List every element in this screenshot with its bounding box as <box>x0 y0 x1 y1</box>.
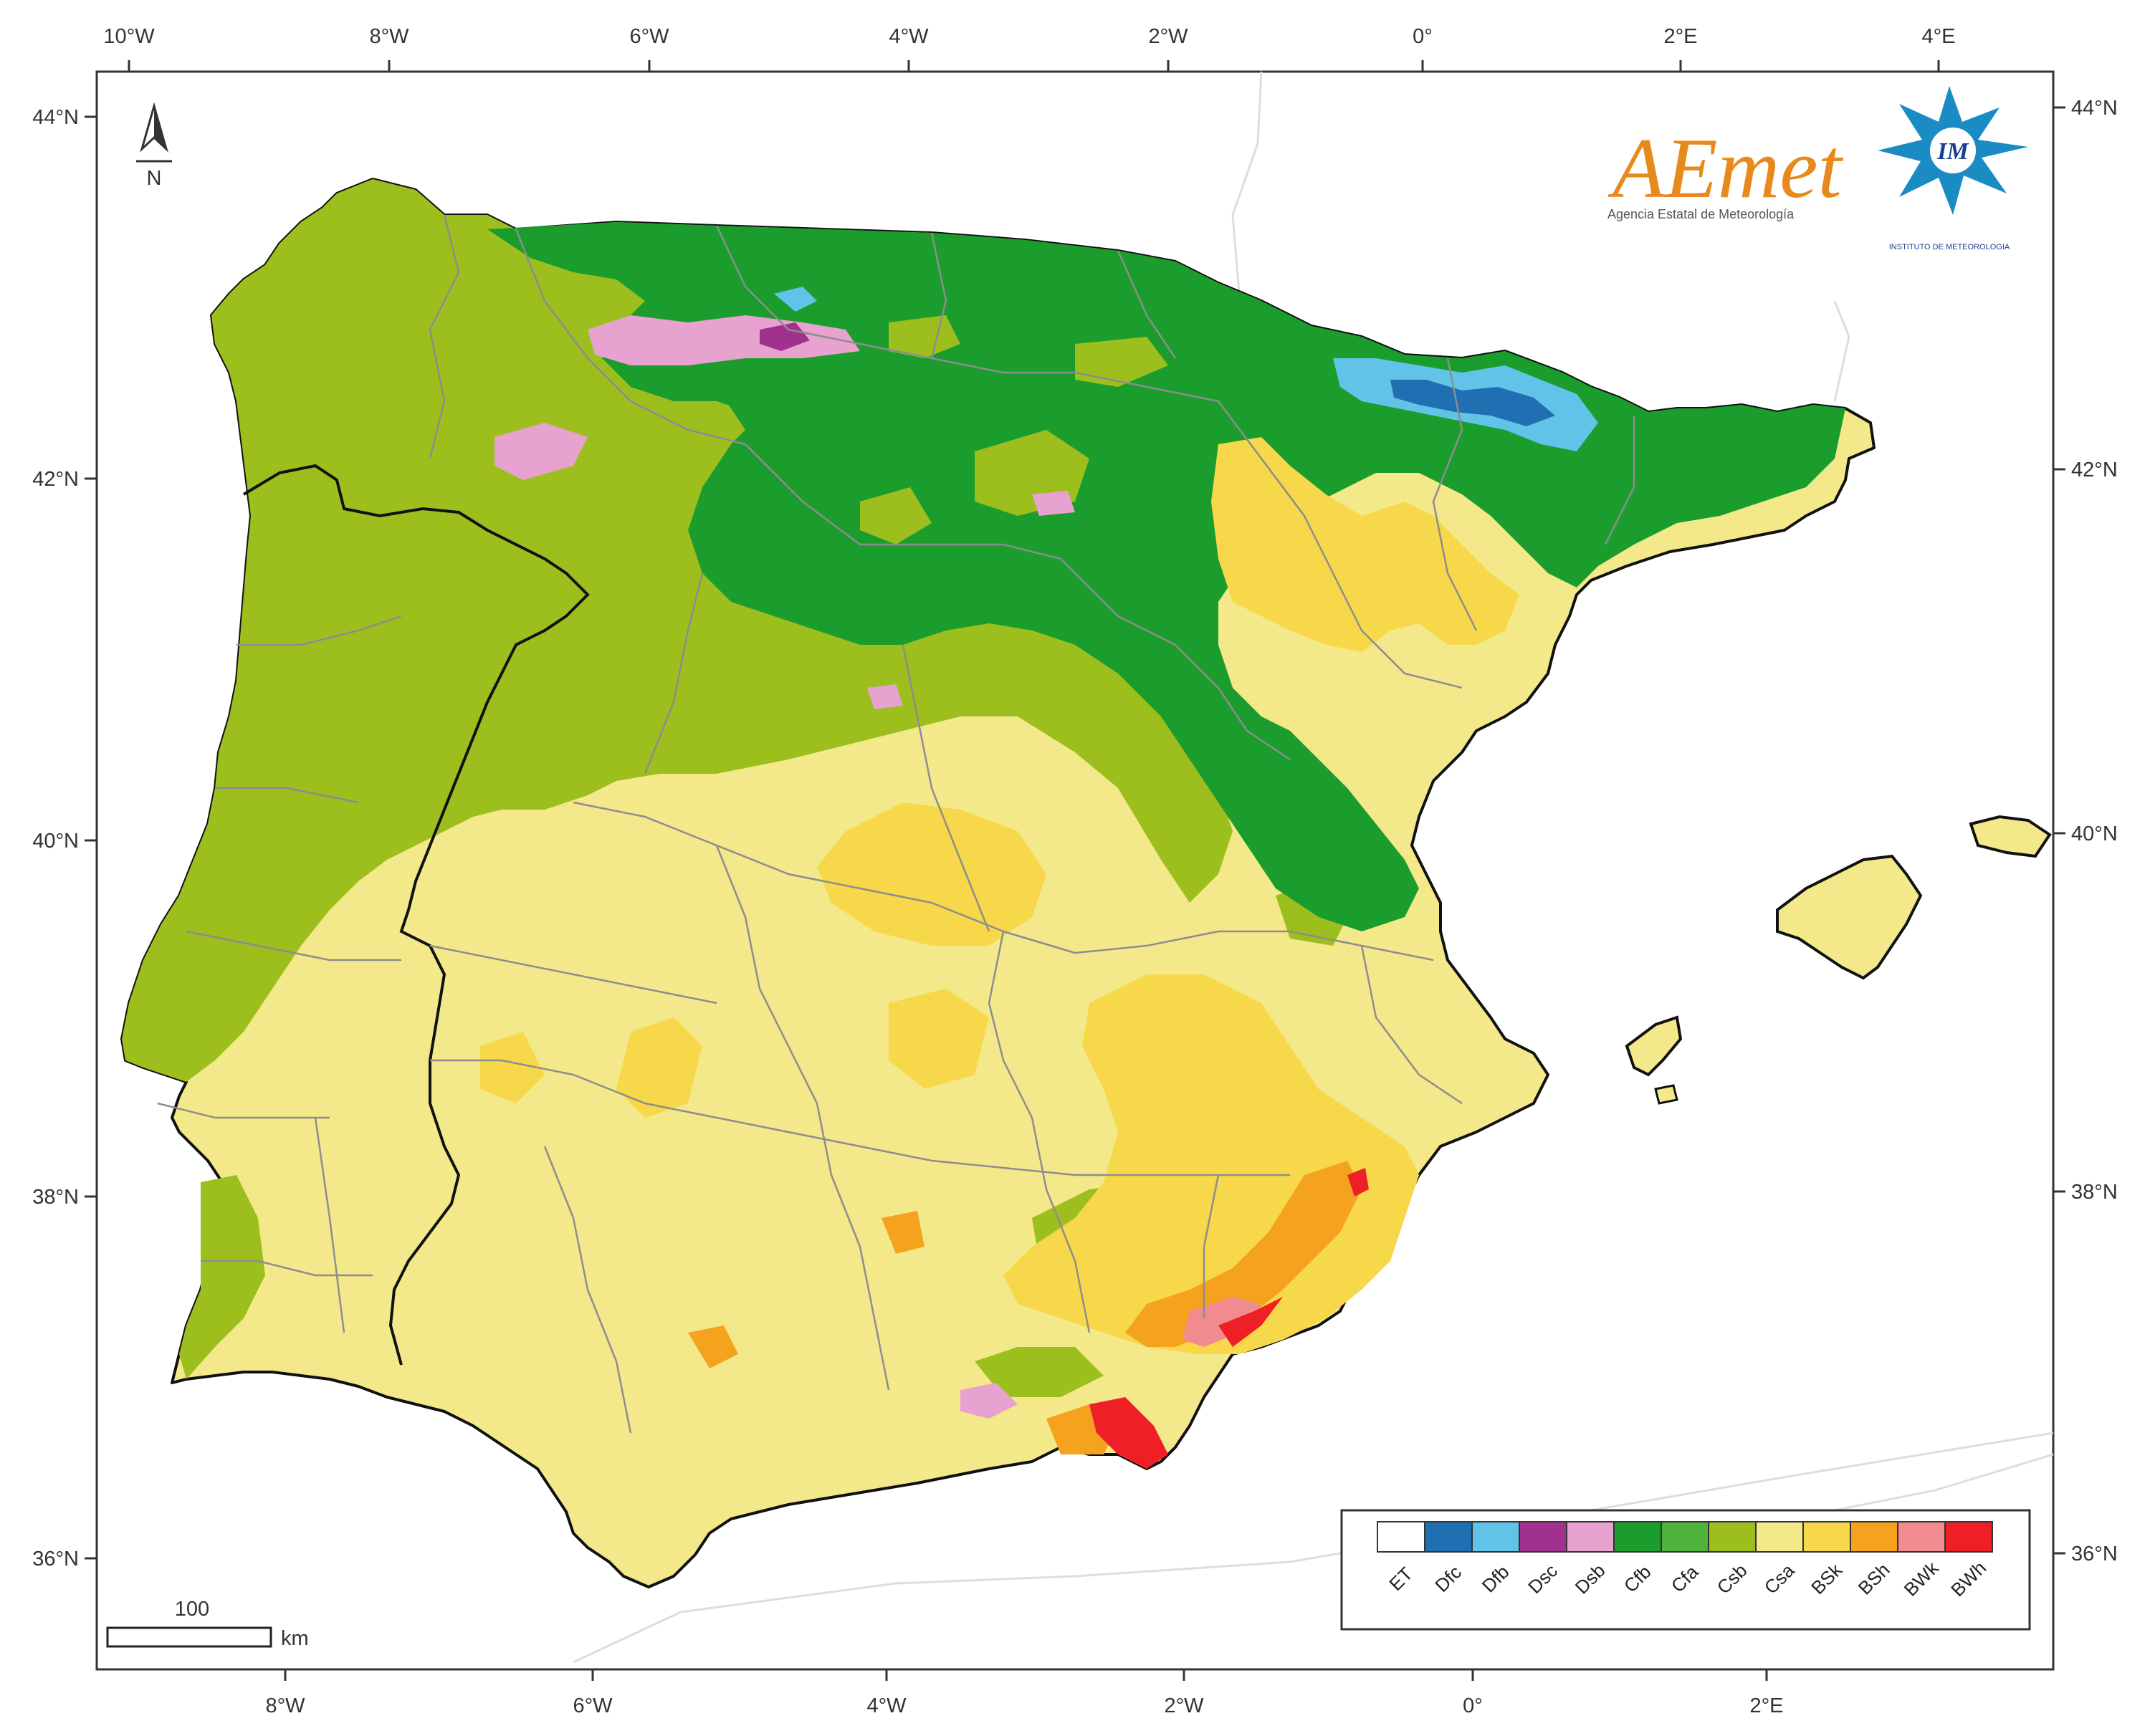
tick-label: 36°N <box>2071 1543 2118 1565</box>
climate-region-cfb <box>717 373 874 459</box>
legend-swatch-dsb <box>1566 1521 1615 1553</box>
scale-bar: 100 km <box>106 1598 309 1650</box>
legend-swatch-cfb <box>1613 1521 1662 1553</box>
right-tick-labels: 44°N 42°N 40°N 38°N 36°N <box>2071 97 2118 1565</box>
climate-region-dfc <box>1390 380 1555 426</box>
tick-label: 44°N <box>2071 97 2118 120</box>
legend-swatch-dfc <box>1424 1521 1473 1553</box>
tick-label: 38°N <box>32 1186 79 1209</box>
climate-region-dsb <box>494 423 588 480</box>
legend-swatch-bsh <box>1850 1521 1898 1553</box>
climate-region-bwh <box>1218 1297 1283 1347</box>
climate-region-bsh <box>1125 1161 1362 1347</box>
climate-region-csb <box>860 487 932 545</box>
tick-label: 8°W <box>369 25 409 48</box>
legend-swatch-et <box>1377 1521 1425 1553</box>
legend-swatch-dfb <box>1471 1521 1520 1553</box>
tick-label: 8°W <box>265 1694 305 1717</box>
climate-region-dsb <box>1032 491 1075 516</box>
legend-swatch-csa <box>1755 1521 1804 1553</box>
climate-region-bsh <box>688 1325 738 1368</box>
tick-label: 2°E <box>1663 25 1697 48</box>
tick-label: 2°W <box>1148 25 1188 48</box>
tick-label: 38°N <box>2071 1181 2118 1204</box>
tick-label: 10°W <box>103 25 155 48</box>
tick-label: 0° <box>1413 25 1433 48</box>
top-tick-marks <box>128 60 1940 72</box>
climate-region-dsb <box>867 684 903 709</box>
climate-region-dfb <box>774 287 817 312</box>
north-arrow: N <box>136 102 172 190</box>
climate-region-bsk <box>817 802 1046 946</box>
island-menorca <box>1969 815 2052 858</box>
tick-label: 36°N <box>32 1548 79 1570</box>
climate-region-bsk <box>616 1017 702 1118</box>
climate-region-csb <box>975 1347 1104 1397</box>
climate-region-csb <box>889 315 960 358</box>
climate-region-csb <box>1075 337 1168 387</box>
climate-region-csb <box>179 1175 265 1379</box>
climate-region-bsk <box>1003 974 1419 1354</box>
island-mallorca <box>1776 854 1923 980</box>
climate-region-bwh <box>1089 1397 1168 1469</box>
scale-value: 100 <box>175 1598 209 1621</box>
tick-label: 44°N <box>32 106 79 129</box>
legend-swatch-bwh <box>1944 1521 1993 1553</box>
tick-label: 2°W <box>1164 1694 1204 1717</box>
tick-label: 0° <box>1463 1694 1483 1717</box>
right-tick-marks <box>2053 106 2065 1555</box>
tick-label: 40°N <box>2071 823 2118 845</box>
legend-swatch-bwk <box>1897 1521 1946 1553</box>
legend-swatch-bsk <box>1802 1521 1851 1553</box>
province-borders <box>157 214 1635 1434</box>
climate-region-bsh <box>882 1211 924 1254</box>
tick-label: 6°W <box>629 25 669 48</box>
legend-swatch-csb <box>1708 1521 1757 1553</box>
tick-label: 2°E <box>1749 1694 1783 1717</box>
bottom-tick-marks <box>284 1669 1768 1681</box>
bottom-tick-labels: 8°W 6°W 4°W 2°W 0° 2°E <box>265 1694 1783 1717</box>
north-label: N <box>147 167 162 190</box>
im-logo: IM INSTITUTO DE METEOROLOGIA <box>1878 86 2028 251</box>
island-formentera <box>1654 1084 1678 1105</box>
climate-region-bsk <box>889 989 989 1089</box>
top-tick-labels: 10°W 8°W 6°W 4°W 2°W 0° 2°E 4°E <box>103 25 1955 48</box>
legend: ET Dfc Dfb Dsc Dsb Cfb Cfa Csb Csa BSk BSh BWk BWh <box>1340 1509 2031 1631</box>
tick-label: 42°N <box>2071 459 2118 481</box>
tick-label: 42°N <box>32 468 79 491</box>
tick-label: 40°N <box>32 830 79 853</box>
tick-label: 4°E <box>1921 25 1955 48</box>
tick-label: 4°W <box>866 1694 907 1717</box>
left-tick-marks <box>85 115 97 1560</box>
climate-region-bsk <box>480 1032 545 1103</box>
legend-swatch-dsc <box>1519 1521 1567 1553</box>
im-subtitle: INSTITUTO DE METEOROLOGIA <box>1889 243 2010 251</box>
climate-region-dsc <box>760 322 810 351</box>
aemet-subtitle: Agencia Estatal de Meteorología <box>1607 207 1795 221</box>
climate-region-bwk <box>1182 1297 1261 1347</box>
scale-bar-box <box>106 1626 272 1648</box>
climate-region-dsb <box>960 1383 1018 1419</box>
climate-region-bwh <box>1347 1168 1369 1197</box>
left-tick-labels: 44°N 42°N 40°N 38°N 36°N <box>32 106 79 1570</box>
tick-label: 4°W <box>889 25 929 48</box>
island-ibiza <box>1625 1015 1683 1077</box>
scale-unit: km <box>281 1627 309 1650</box>
legend-swatch-cfa <box>1661 1521 1709 1553</box>
aemet-logo: AEmet Agencia Estatal de Meteorología <box>1607 120 1844 221</box>
spain-portugal-border <box>242 464 590 1366</box>
tick-label: 6°W <box>573 1694 613 1717</box>
aemet-wordmark: AEmet <box>1607 120 1844 216</box>
im-initials: IM <box>1936 138 1969 165</box>
climate-region-bsk <box>1211 437 1519 652</box>
